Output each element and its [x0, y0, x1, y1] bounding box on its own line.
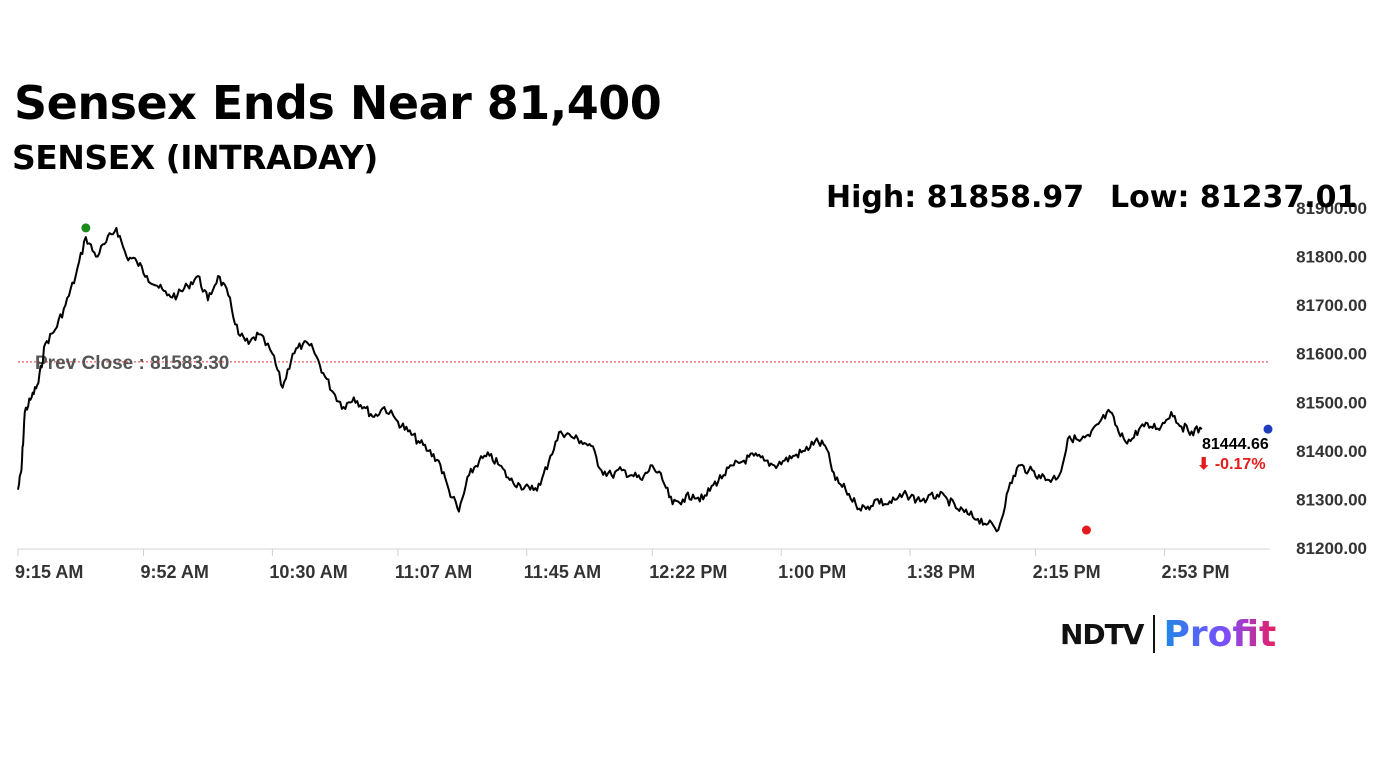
headline: Sensex Ends Near 81,400 — [14, 76, 662, 130]
ndtv-wordmark: NDTV — [1060, 617, 1144, 651]
x-tick-label: 10:30 AM — [269, 562, 347, 582]
x-tick-label: 9:15 AM — [15, 562, 83, 582]
y-tick-label: 81800.00 — [1296, 248, 1367, 267]
x-tick-label: 1:00 PM — [778, 562, 846, 582]
y-tick-label: 81900.00 — [1296, 199, 1367, 218]
last-value-label: 81444.66 — [1202, 436, 1269, 453]
y-tick-label: 81200.00 — [1296, 539, 1367, 558]
y-tick-label: 81300.00 — [1296, 490, 1367, 509]
x-tick-label: 11:45 AM — [524, 562, 601, 582]
change-label: ⬇ -0.17% — [1197, 456, 1266, 473]
y-tick-label: 81600.00 — [1296, 345, 1367, 364]
high-marker — [81, 223, 91, 233]
profit-wordmark: Profit — [1163, 613, 1277, 655]
y-tick-label: 81500.00 — [1296, 393, 1367, 412]
x-tick-label: 2:53 PM — [1161, 562, 1229, 582]
chart-subtitle: SENSEX (INTRADAY) — [12, 138, 378, 177]
y-tick-label: 81700.00 — [1296, 296, 1367, 315]
logo-divider — [1153, 615, 1156, 653]
x-tick-label: 1:38 PM — [907, 562, 975, 582]
last-price-marker — [1263, 424, 1273, 434]
low-stat: Low: 81237.01 — [1110, 180, 1358, 215]
prev-close-label: Prev Close : 81583.30 — [35, 353, 229, 374]
x-tick-label: 11:07 AM — [395, 562, 472, 582]
ndtv-profit-logo: NDTV Profit — [1060, 612, 1276, 656]
x-tick-label: 2:15 PM — [1033, 562, 1101, 582]
price-line — [17, 226, 1203, 533]
high-stat: High: 81858.97 — [826, 180, 1085, 215]
low-marker — [1081, 525, 1091, 535]
y-tick-label: 81400.00 — [1296, 442, 1367, 461]
x-tick-label: 12:22 PM — [649, 562, 727, 582]
x-tick-label: 9:52 AM — [141, 562, 209, 582]
